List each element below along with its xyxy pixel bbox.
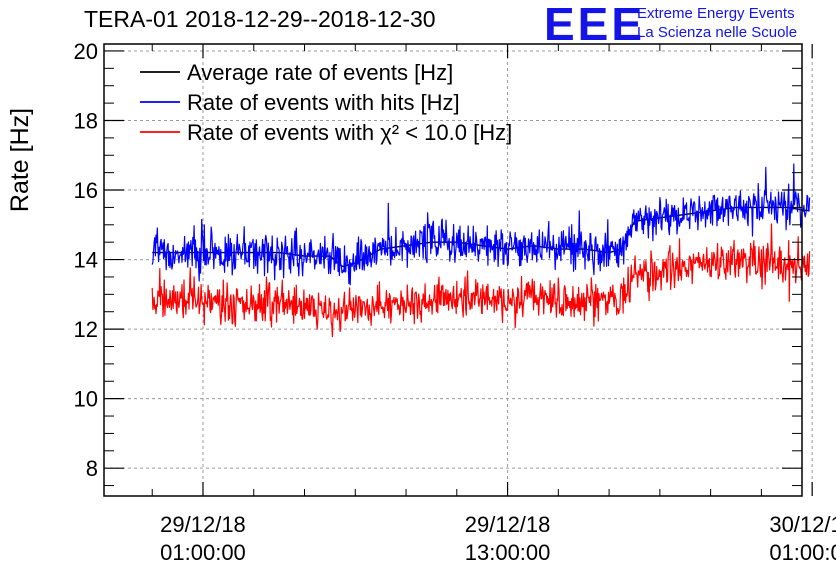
logo-caption: Extreme Energy Events La Scienza nelle S… <box>637 4 797 42</box>
series-line-2 <box>151 163 811 286</box>
y-axis-label: Rate [Hz] <box>6 108 34 212</box>
logo-caption-line2: La Scienza nelle Scuole <box>637 24 798 41</box>
x-tick-label-date: 29/12/18 <box>160 512 246 537</box>
legend-label-1: Average rate of events [Hz] <box>187 60 453 85</box>
y-tick-label: 20 <box>74 39 98 64</box>
y-tick-label: 10 <box>74 387 98 412</box>
x-tick-label-time: 01:00:00 <box>160 540 246 565</box>
axis-ticks: 8 10 12 14 16 18 20 29/12/18 01:00:00 29/12/18 13:… <box>74 39 836 565</box>
y-tick-label: 18 <box>74 108 98 133</box>
chart-title: TERA-01 2018-12-29--2018-12-30 <box>84 6 436 32</box>
x-tick-label-time: 01:00:00 <box>769 540 836 565</box>
x-tick-label-date: 29/12/18 <box>465 512 551 537</box>
logo-caption-line1: Extreme Energy Events <box>637 5 795 22</box>
x-tick-label-date: 30/12/18 <box>769 512 836 537</box>
y-tick-label: 8 <box>86 456 98 481</box>
series-lines <box>151 163 811 338</box>
eee-logo: EEE <box>544 0 646 50</box>
x-tick-label-time: 13:00:00 <box>465 540 551 565</box>
legend-label-2: Rate of events with hits [Hz] <box>187 90 460 115</box>
plot-frame <box>103 43 803 497</box>
y-tick-label: 14 <box>74 248 98 273</box>
legend: Average rate of events [Hz] Rate of event… <box>140 60 512 145</box>
legend-label-3: Rate of events with χ² < 10.0 [Hz] <box>187 120 512 145</box>
y-tick-label: 12 <box>74 317 98 342</box>
y-tick-label: 16 <box>74 178 98 203</box>
series-line-3 <box>151 223 811 338</box>
